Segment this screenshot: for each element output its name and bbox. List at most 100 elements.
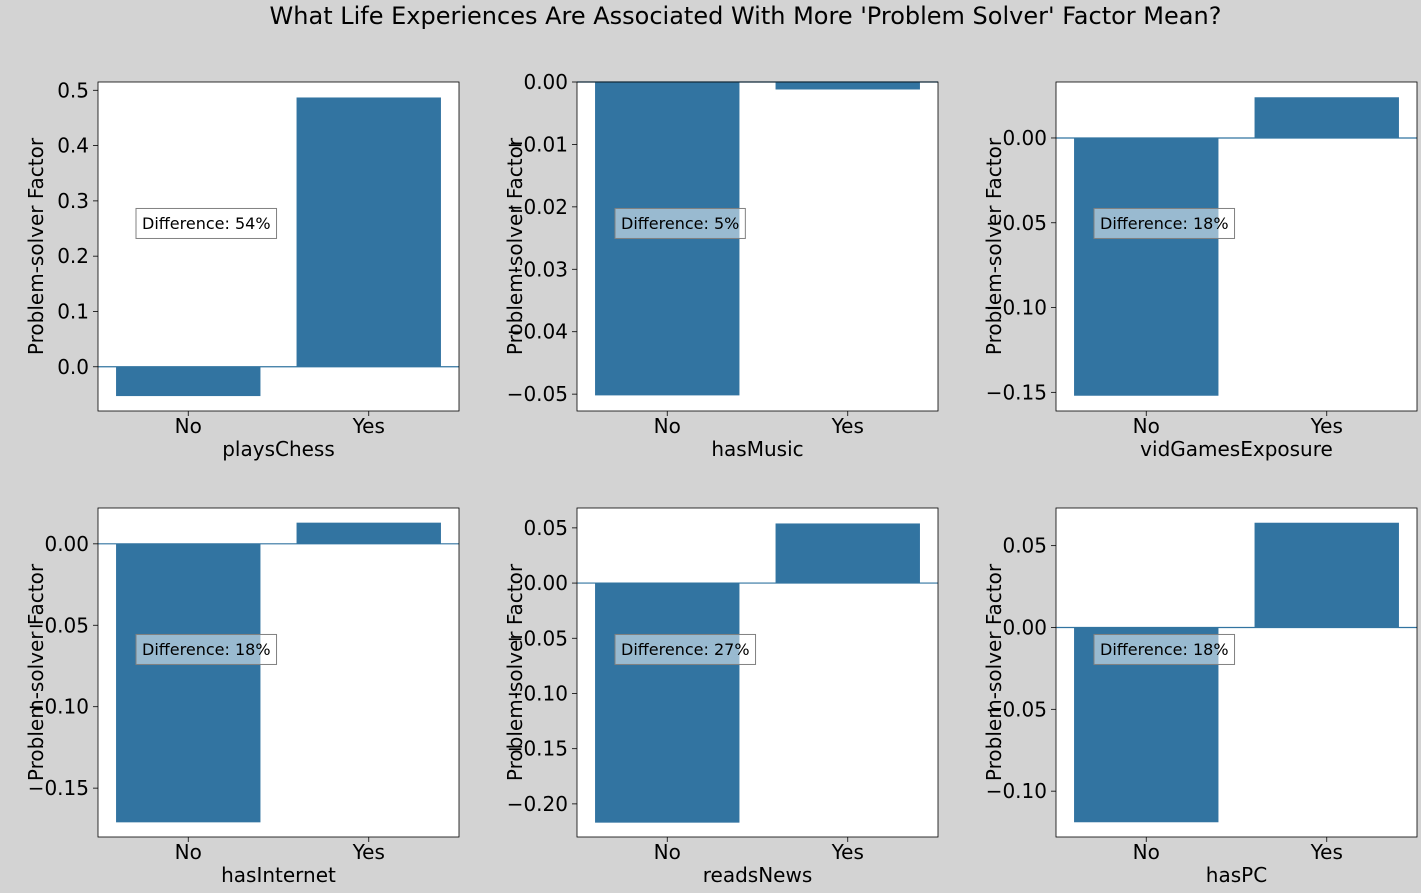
x-tick-label: Yes	[1310, 840, 1343, 864]
chart-panel-1: 0.0 0.1 0.2 0.3 0.4 0.5 No Yes playsChess Problem…	[24, 78, 460, 461]
difference-annotation: Difference: 54%	[135, 207, 278, 239]
y-tick-label: −0.05	[507, 382, 568, 406]
y-tick-label: −0.03	[507, 257, 568, 281]
axes-frame	[1055, 507, 1418, 838]
annotation-box	[135, 633, 278, 665]
plot-area: 0.05 0.00 −0.05 −0.10 No Yes hasPC Problem-solv…	[982, 507, 1418, 887]
x-tick-label: Yes	[352, 414, 385, 438]
y-tick-label: −0.04	[507, 320, 568, 344]
y-tick-label: 0.00	[1002, 615, 1047, 639]
plot-area: 0.00 −0.05 −0.10 −0.15 No YesvidGamesExposure…	[982, 81, 1418, 461]
y-tick-label: −0.15	[986, 380, 1047, 404]
x-tick-label: Yes	[831, 414, 864, 438]
plot-area: 0.05 0.00 −0.05 −0.10 −0.15 −0.20 No Yes readsNe…	[503, 507, 939, 887]
x-axis-label: hasInternet	[221, 863, 336, 887]
plot-area: 0.00 −0.01 −0.02 −0.03 −0.04 −0.05 No Yes hasMus…	[503, 70, 939, 461]
y-axis-label: Problem-solver Factor	[982, 563, 1006, 781]
axes-frame	[97, 81, 460, 412]
annotation-text: Difference: 18%	[1100, 214, 1229, 233]
y-tick-label: −0.10	[507, 681, 568, 705]
bar-yes	[296, 522, 441, 544]
x-axis-label: playsChess	[222, 437, 335, 461]
y-axis-label: Problem-solver Factor	[503, 563, 527, 781]
y-axis-label: Problem-solver Factor	[503, 137, 527, 355]
y-tick-label: −0.10	[986, 296, 1047, 320]
difference-annotation: Difference: 27%	[614, 633, 757, 665]
bar-yes	[1254, 97, 1399, 138]
annotation-text: Difference: 5%	[621, 214, 739, 233]
annotation-box	[1093, 633, 1236, 665]
y-axis-label: Problem-solver Factor	[982, 137, 1006, 355]
y-tick-label: −0.20	[507, 792, 568, 816]
y-tick-label: −0.15	[507, 737, 568, 761]
x-tick-label: No	[654, 840, 681, 864]
x-tick-label: No	[654, 414, 681, 438]
y-tick-label: 0.1	[57, 299, 89, 323]
y-tick-label: 0.0	[57, 355, 89, 379]
bar-yes	[296, 97, 441, 367]
chart-panel-3: 0.00 −0.05 −0.10 −0.15 No YesvidGamesExposure…	[982, 81, 1418, 461]
annotation-box	[614, 207, 746, 239]
chart-panel-4: 0.00 −0.05 −0.10 −0.15 No Yes hasInternet Probl…	[24, 507, 460, 887]
x-tick-label: No	[175, 414, 202, 438]
bar-yes	[1254, 522, 1399, 628]
x-axis-label: vidGamesExposure	[1140, 437, 1333, 461]
y-tick-label: 0.00	[523, 571, 568, 595]
y-tick-label: 0.00	[523, 70, 568, 94]
y-tick-label: 0.5	[57, 78, 89, 102]
annotation-text: Difference: 18%	[142, 640, 271, 659]
y-tick-label: −0.10	[986, 779, 1047, 803]
difference-annotation: Difference: 18%	[135, 633, 278, 665]
difference-annotation: Difference: 18%	[1093, 207, 1236, 239]
plot-area: 0.0 0.1 0.2 0.3 0.4 0.5 No Yes playsChess Problem…	[24, 78, 460, 461]
difference-annotation: Difference: 5%	[614, 207, 746, 239]
chart-panel-6: 0.05 0.00 −0.05 −0.10 No Yes hasPC Problem-solv…	[982, 507, 1418, 887]
y-tick-label: −0.01	[507, 132, 568, 156]
y-tick-label: 0.3	[57, 189, 89, 213]
bar-no	[1074, 137, 1219, 396]
y-tick-label: 0.00	[44, 532, 89, 556]
y-tick-label: −0.15	[28, 776, 89, 800]
x-tick-label: No	[175, 840, 202, 864]
chart-panel-2: 0.00 −0.01 −0.02 −0.03 −0.04 −0.05 No Yes hasMus…	[503, 70, 939, 461]
y-tick-label: 0.2	[57, 244, 89, 268]
axes-frame	[1055, 81, 1418, 412]
x-axis-label: hasMusic	[711, 437, 803, 461]
figure-title: What Life Experiences Are Associated Wit…	[269, 2, 1222, 30]
plot-area: 0.00 −0.05 −0.10 −0.15 No Yes hasInternet Probl…	[24, 507, 460, 887]
x-tick-label: Yes	[1310, 414, 1343, 438]
x-tick-label: No	[1133, 840, 1160, 864]
axes-frame	[97, 507, 460, 838]
x-tick-label: Yes	[352, 840, 385, 864]
x-tick-label: Yes	[831, 840, 864, 864]
difference-annotation: Difference: 18%	[1093, 633, 1236, 665]
y-tick-label: −0.05	[507, 626, 568, 650]
annotation-text: Difference: 54%	[142, 214, 271, 233]
axes-frame	[576, 507, 939, 838]
x-axis-label: readsNews	[703, 863, 813, 887]
axes-frame	[576, 81, 939, 412]
annotation-text: Difference: 18%	[1100, 640, 1229, 659]
bar-no	[116, 543, 261, 823]
bar-yes	[775, 523, 920, 584]
x-axis-label: hasPC	[1206, 863, 1267, 887]
y-axis-label: Problem-solver Factor	[24, 563, 48, 781]
y-tick-label: −0.10	[28, 695, 89, 719]
y-tick-label: −0.05	[28, 613, 89, 637]
annotation-box	[1093, 207, 1236, 239]
y-tick-label: 0.00	[1002, 126, 1047, 150]
annotation-box	[614, 633, 757, 665]
y-tick-label: 0.4	[57, 134, 89, 158]
y-tick-label: 0.05	[1002, 534, 1047, 558]
y-tick-label: −0.05	[986, 211, 1047, 235]
bar-no	[116, 366, 261, 397]
annotation-text: Difference: 27%	[621, 640, 750, 659]
y-tick-label: −0.05	[986, 697, 1047, 721]
y-axis-label: Problem-solver Factor	[24, 137, 48, 355]
chart-panel-5: 0.05 0.00 −0.05 −0.10 −0.15 −0.20 No Yes readsNe…	[503, 507, 939, 887]
y-tick-label: 0.05	[523, 516, 568, 540]
bar-no	[595, 583, 740, 823]
y-tick-label: −0.02	[507, 195, 568, 219]
x-tick-label: No	[1133, 414, 1160, 438]
